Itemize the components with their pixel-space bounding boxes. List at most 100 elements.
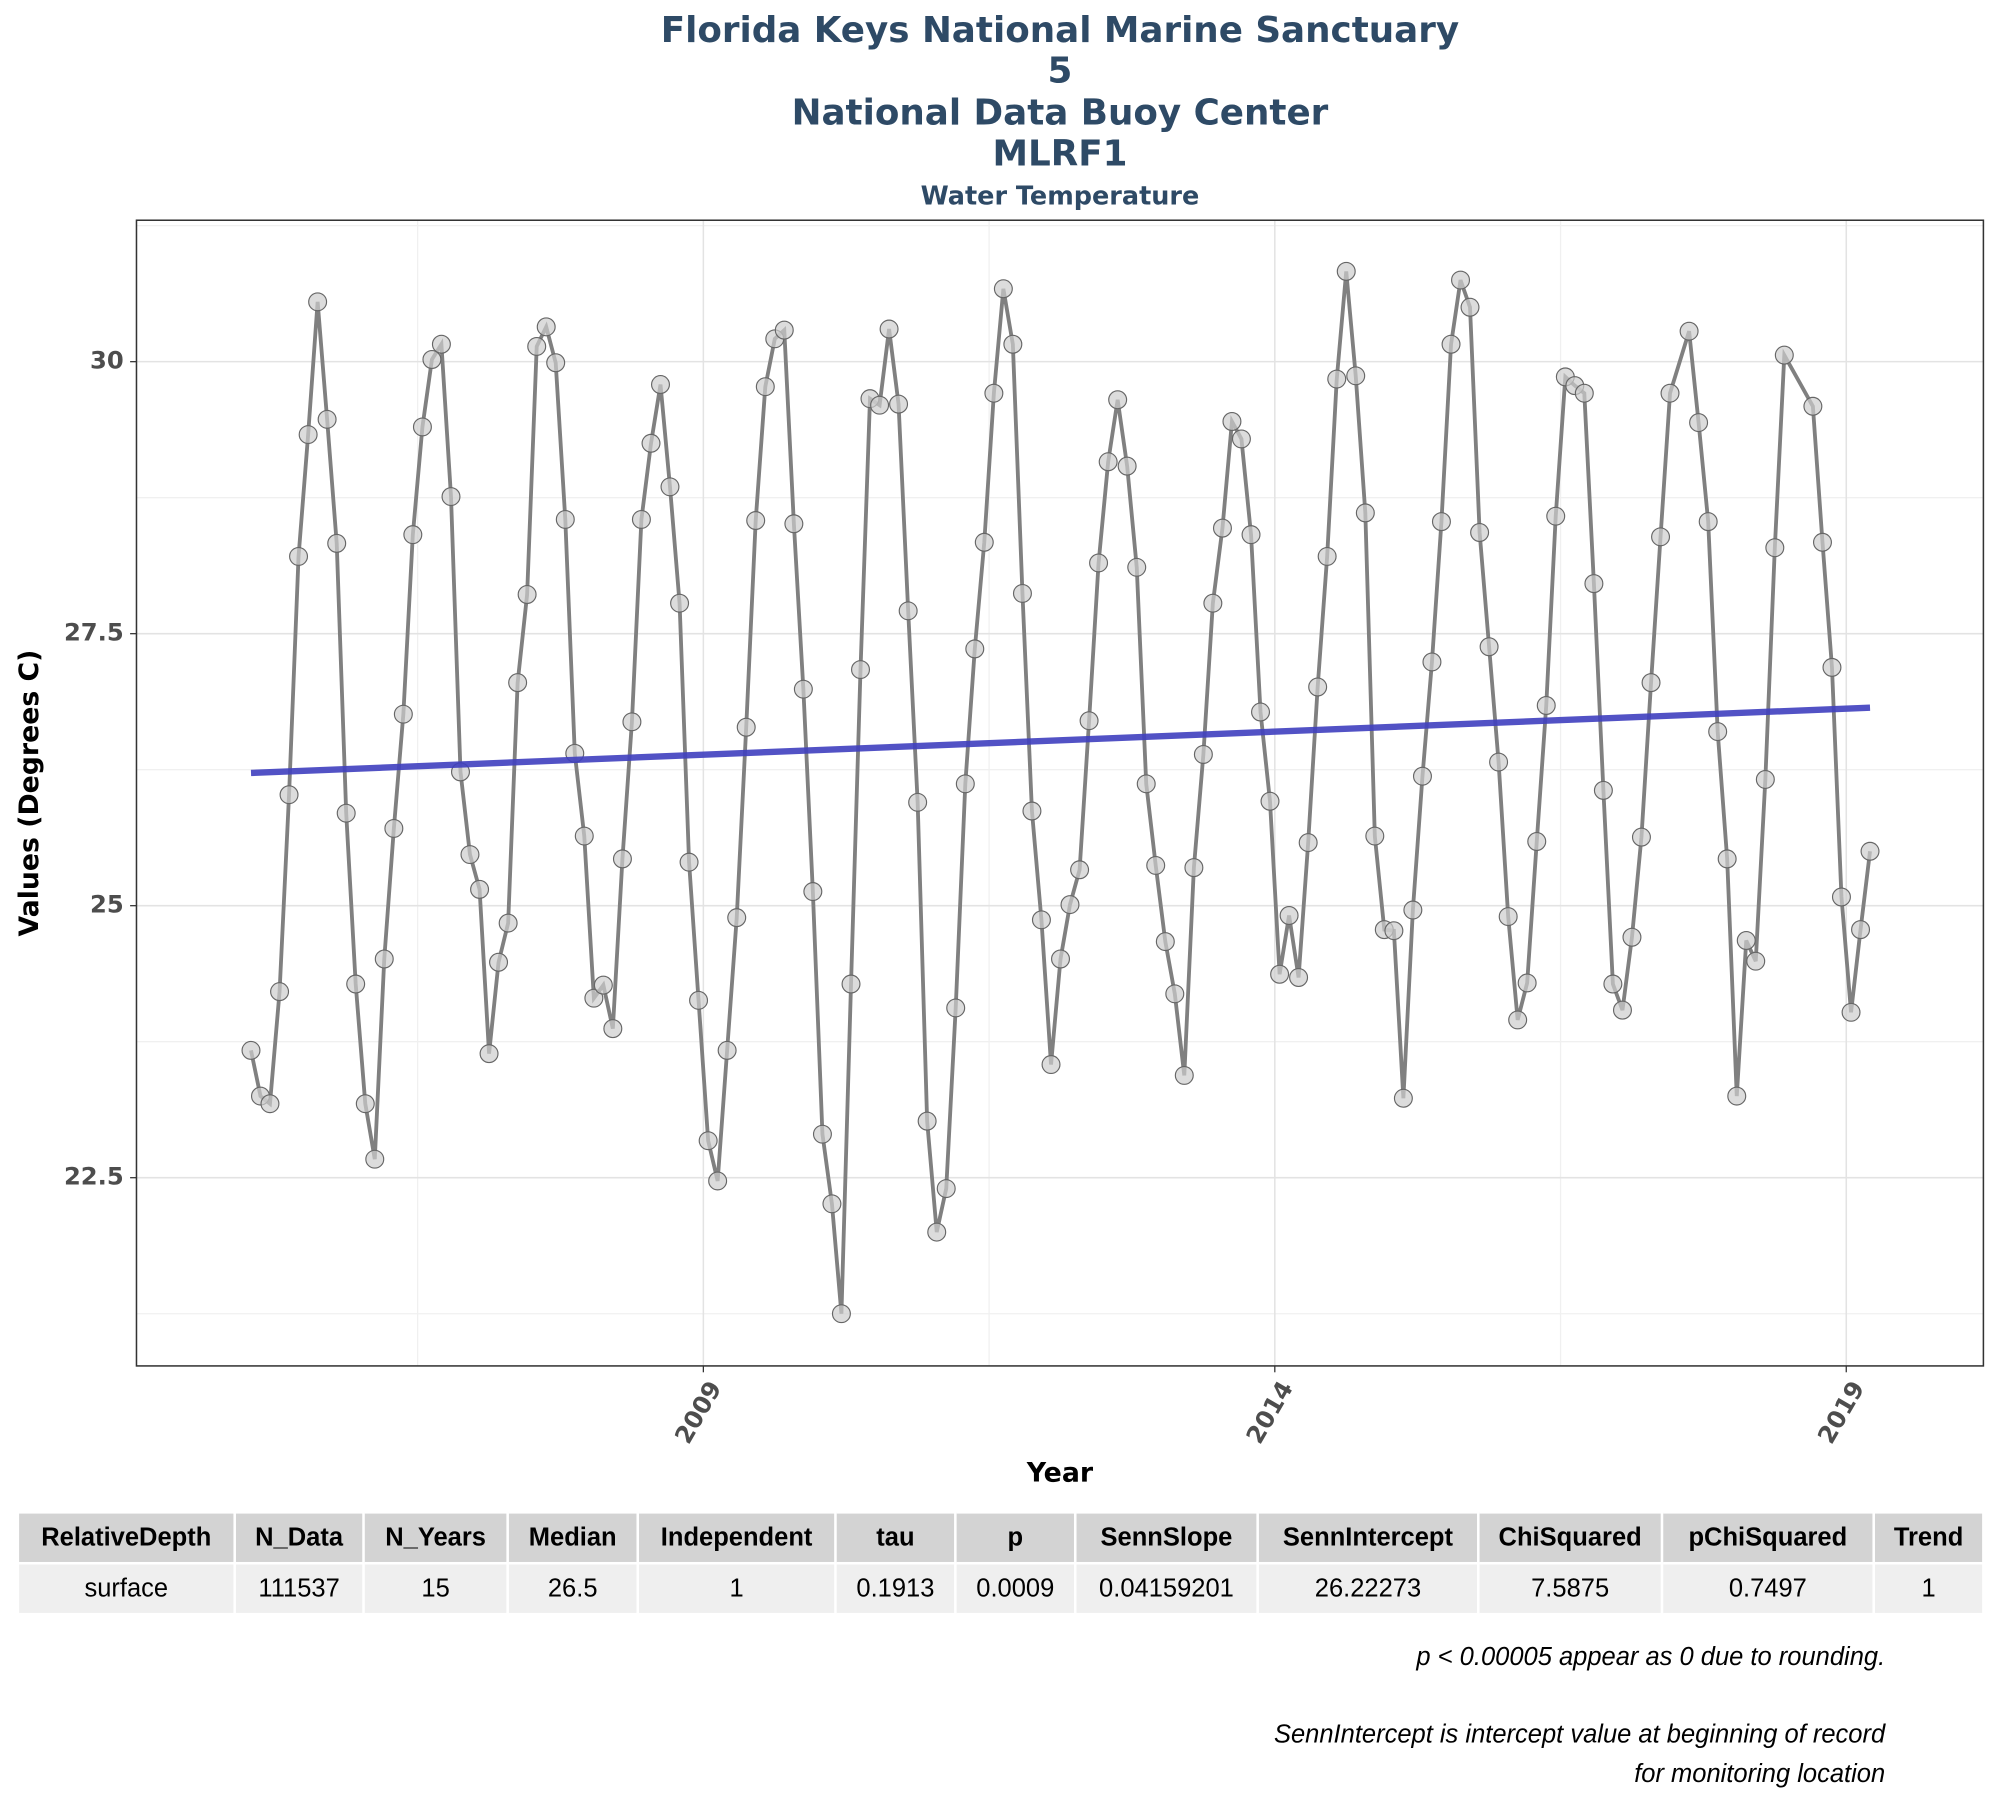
table-cell: 0.7497 [1660, 1561, 1875, 1616]
data-point [889, 394, 909, 414]
data-point [279, 785, 299, 805]
chart-title: Florida Keys National Marine Sanctuary [661, 10, 1459, 51]
data-point [327, 533, 347, 553]
data-point [403, 525, 423, 545]
data-point [993, 279, 1013, 299]
data-point [727, 908, 747, 928]
data-point [879, 319, 899, 339]
chart-title: National Data Buoy Center [792, 93, 1329, 134]
data-point [1108, 390, 1128, 410]
data-point [822, 1194, 842, 1214]
data-point [1651, 527, 1671, 547]
y-tick-label: 25 [90, 891, 124, 919]
data-point [1231, 429, 1251, 449]
data-point [1736, 931, 1756, 950]
data-point [708, 1171, 728, 1191]
data-point [1279, 905, 1299, 925]
data-point [355, 1094, 375, 1114]
data-point [631, 509, 651, 529]
data-point [593, 975, 613, 995]
data-point [1755, 769, 1775, 789]
column-header: Independent [636, 1511, 837, 1565]
data-point [1698, 512, 1718, 532]
data-point [412, 417, 432, 437]
data-point [717, 1040, 737, 1060]
data-point [898, 601, 918, 621]
data-point [384, 818, 404, 838]
data-point [1717, 849, 1737, 869]
stats-table: RelativeDepth N_Data N_Years Median Independ… [16, 1511, 1985, 1616]
data-point [260, 1094, 280, 1114]
data-point [679, 852, 699, 872]
data-point [641, 433, 661, 453]
data-point [422, 350, 442, 369]
column-header: RelativeDepth [16, 1511, 236, 1565]
data-point [241, 1040, 261, 1060]
data-point [1041, 1055, 1061, 1075]
table-cell: 26.5 [506, 1561, 640, 1616]
table-cell: 26.22273 [1256, 1561, 1480, 1616]
data-point [1251, 702, 1271, 722]
data-point [1441, 334, 1461, 354]
data-point [1831, 887, 1851, 907]
data-point [1498, 907, 1518, 927]
data-point [1289, 968, 1309, 987]
column-header: SennIntercept [1256, 1511, 1480, 1565]
data-point [1851, 920, 1871, 940]
table-cell: 7.5875 [1477, 1561, 1664, 1616]
data-point [793, 679, 813, 699]
data-point [851, 660, 871, 680]
chart-title: 5 [1048, 51, 1073, 92]
data-point [1536, 696, 1556, 715]
table-cell: 0.1913 [834, 1561, 957, 1616]
data-point [1631, 827, 1651, 847]
data-point [1070, 860, 1090, 880]
data-point [946, 998, 966, 1018]
data-point [1470, 523, 1490, 542]
data-point [803, 882, 823, 902]
data-point [917, 1111, 937, 1131]
data-point [927, 1222, 947, 1242]
chart-title: MLRF1 [992, 133, 1127, 174]
data-point [1593, 780, 1613, 800]
data-point [1841, 1002, 1861, 1022]
data-point [1127, 557, 1147, 577]
data-point [489, 952, 509, 972]
data-point [831, 1304, 851, 1324]
data-point [393, 704, 413, 724]
data-point [460, 845, 480, 865]
data-point [955, 774, 975, 794]
data-point [1184, 858, 1204, 878]
data-point [1641, 673, 1661, 693]
data-point [1860, 841, 1880, 861]
data-point [1365, 826, 1385, 846]
table-cell: 0.04159201 [1073, 1561, 1259, 1616]
data-point [622, 712, 642, 732]
data-point [1622, 927, 1642, 947]
data-point [365, 1149, 385, 1169]
data-point [1393, 1088, 1413, 1108]
y-tick-label: 27.5 [64, 619, 124, 647]
data-point [527, 336, 547, 356]
data-point [1612, 1000, 1632, 1020]
data-point [612, 849, 632, 869]
plot-border [135, 219, 1985, 1367]
data-point [298, 425, 318, 445]
trend-line [250, 704, 1871, 777]
chart: Florida Keys National Marine Sanctuary 5… [14, 10, 1985, 1489]
data-point [317, 409, 337, 429]
y-tick-label: 22.5 [64, 1163, 124, 1191]
data-point [660, 477, 680, 497]
x-axis-title: Year [1026, 1458, 1094, 1489]
data-point [1012, 583, 1032, 603]
data-point [812, 1124, 832, 1144]
data-point [1412, 766, 1432, 786]
data-point [1165, 984, 1185, 1004]
data-point [1003, 334, 1023, 354]
data-point [1098, 452, 1118, 472]
column-header: ChiSquared [1477, 1511, 1664, 1565]
data-point [1489, 752, 1509, 772]
column-header: SennSlope [1073, 1511, 1259, 1565]
data-point [1660, 383, 1680, 403]
